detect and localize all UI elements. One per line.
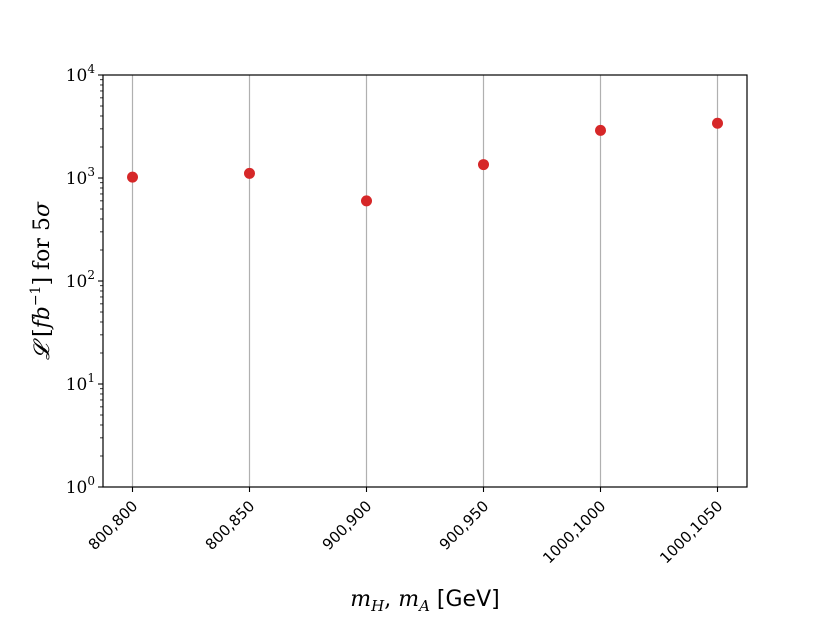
y-axis-ticks: 100 101 102 103 104 <box>66 62 103 498</box>
grid-lines <box>131 75 719 487</box>
y-axis-label: 𝓛 [fb−1] for 5σ <box>28 201 55 360</box>
data-points <box>127 117 723 207</box>
data-point <box>244 167 255 179</box>
x-axis-label: mH, mA [GeV] <box>350 587 499 615</box>
data-point <box>127 171 138 183</box>
y-tick-label: 100 <box>66 474 95 498</box>
y-tick-label: 101 <box>66 371 95 395</box>
y-tick-label: 102 <box>66 268 95 292</box>
data-point <box>478 159 489 171</box>
data-point <box>361 195 372 207</box>
y-tick-label: 103 <box>66 165 95 189</box>
data-point <box>595 124 606 136</box>
y-tick-label: 104 <box>66 62 96 86</box>
data-point <box>712 117 723 129</box>
